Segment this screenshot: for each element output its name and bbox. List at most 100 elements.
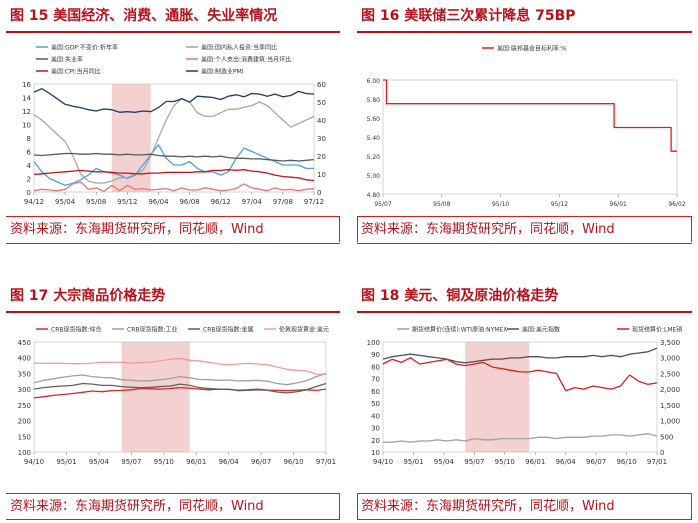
- series-line: [382, 357, 658, 392]
- x-tick-label: 95/01: [403, 458, 423, 466]
- x-tick-label: 95/10: [492, 201, 509, 208]
- panel-border-bottom: [6, 243, 340, 244]
- legend-label: 美国:联邦基金目标利率:%: [497, 45, 567, 53]
- y-tick-label: 40: [371, 412, 380, 420]
- y-tick-label: 8: [27, 135, 31, 143]
- title-rule: [6, 31, 340, 33]
- chart-title: 图 15 美国经济、消费、通胀、失业率情况: [10, 8, 278, 24]
- y-tick-label: 4: [27, 162, 32, 170]
- legend-label: CRB现货指数:金属: [203, 326, 254, 334]
- y-tick-label: 4.80: [367, 192, 381, 199]
- source-rule: [357, 493, 692, 494]
- y-tick-label: 100: [367, 339, 380, 347]
- x-tick-label: 95/04: [434, 458, 455, 466]
- y-tick-label: 5.60: [367, 116, 381, 123]
- x-tick-label: 96/07: [251, 458, 271, 466]
- x-tick-label: 96/07: [586, 458, 606, 466]
- panel-border-bottom: [6, 519, 340, 520]
- y-tick-label: 14: [22, 95, 31, 103]
- x-tick-label: 95/07: [464, 458, 484, 466]
- x-tick-label: 96/02: [668, 201, 685, 208]
- x-tick-label: 95/01: [56, 458, 76, 466]
- y-tick-label: 5.20: [367, 154, 381, 161]
- x-tick-label: 95/12: [117, 198, 137, 206]
- y2-tick-label: 3,500: [660, 339, 680, 347]
- x-tick-label: 96/04: [148, 198, 169, 206]
- x-tick-label: 94/10: [373, 458, 393, 466]
- y-tick-label: 50: [371, 400, 380, 408]
- source-note: 资料来源：东海期货研究所，同花顺，Wind: [361, 499, 615, 514]
- y-tick-label: 30: [371, 425, 380, 433]
- panel-border-left: [357, 216, 358, 242]
- x-tick-label: 97/01: [316, 458, 336, 466]
- plot-frame: [33, 83, 315, 193]
- legend-label: 现货结算价:LME铜: [632, 326, 682, 334]
- legend-label: 美国:个人支出:消费建筑:当月环比: [201, 56, 291, 64]
- title-rule: [357, 31, 692, 33]
- x-tick-label: 95/04: [89, 458, 110, 466]
- series-line: [33, 144, 314, 186]
- series-line: [33, 88, 315, 113]
- series-line: [33, 372, 327, 386]
- panel-border-right: [339, 216, 340, 242]
- panel-border-bottom: [357, 243, 692, 244]
- x-tick-label: 96/04: [556, 458, 577, 466]
- panel-fig15: 图 15 美国经济、消费、通胀、失业率情况 0 2 4 6 8 10 12 14 16 0 10 20…: [6, 4, 340, 244]
- series-line: [33, 181, 315, 192]
- y-tick-label: 5.80: [367, 97, 381, 104]
- x-tick-label: 97/12: [304, 198, 324, 206]
- y-tick-label: 300: [18, 386, 31, 394]
- y-tick-label: 70: [371, 376, 380, 384]
- y2-tick-label: 1,500: [660, 402, 680, 410]
- y-tick-label: 6.00: [367, 78, 381, 85]
- x-tick-label: 96/01: [186, 458, 206, 466]
- x-tick-label: 95/08: [86, 198, 106, 206]
- panel-border-right: [691, 493, 692, 519]
- x-tick-label: 96/04: [219, 458, 240, 466]
- y-tick-label: 250: [18, 402, 31, 410]
- plot-frame: [382, 79, 678, 195]
- plot-frame: [382, 341, 658, 453]
- source-note: 资料来源：东海期货研究所，同花顺，Wind: [361, 222, 615, 237]
- y-tick-label: 16: [22, 81, 31, 89]
- chart-fig15: 0 2 4 6 8 10 12 14 16 0 10 20 30 40 50 60 94/12 95/04 95/0…: [22, 44, 326, 207]
- source-rule: [6, 493, 340, 494]
- y2-tick-label: 0: [660, 449, 664, 457]
- series-line: [33, 152, 315, 162]
- panel-border-right: [339, 493, 340, 519]
- chart-title: 图 17 大宗商品价格走势: [10, 288, 166, 304]
- x-tick-label: 97/01: [647, 458, 667, 466]
- legend-label: 美国:美元指数: [522, 326, 560, 334]
- x-tick-label: 96/12: [211, 198, 231, 206]
- y-tick-label: 12: [22, 108, 31, 116]
- legend-label: 期货结算价(连续):WTI原油:NYMEX: [412, 326, 507, 334]
- plot-frame: [33, 341, 327, 453]
- source-note: 资料来源：东海期货研究所，同花顺，Wind: [10, 499, 264, 514]
- chart-title: 图 16 美联储三次累计降息 75BP: [361, 8, 576, 24]
- y-tick-label: 400: [18, 355, 31, 363]
- panel-border-left: [357, 493, 358, 519]
- x-tick-label: 94/10: [24, 458, 44, 466]
- y2-tick-label: 1,000: [660, 418, 680, 426]
- y-tick-label: 60: [371, 388, 380, 396]
- panel-fig17: 图 17 大宗商品价格走势 100 150 200 250 300 350 400 450 94…: [6, 284, 340, 520]
- source-rule: [357, 216, 692, 217]
- y2-tick-label: 30: [317, 135, 326, 143]
- legend-label: CRB现货指数:工业: [127, 326, 178, 334]
- x-tick-label: 95/08: [433, 201, 450, 208]
- legend-label: 美国:GDP:不变价:折年率: [51, 44, 118, 52]
- series-line: [33, 169, 315, 182]
- x-tick-label: 95/10: [154, 458, 174, 466]
- y-tick-label: 80: [371, 363, 380, 371]
- series-line: [33, 386, 327, 399]
- y-tick-label: 0: [27, 189, 31, 197]
- y2-tick-label: 3,000: [660, 355, 680, 363]
- series-line: [382, 347, 658, 364]
- panel-fig16: 图 16 美联储三次累计降息 75BP 4.80 5.00 5.20 5.40 5.60…: [357, 4, 692, 244]
- x-tick-label: 95/07: [374, 201, 391, 208]
- y2-tick-label: 10: [317, 171, 326, 179]
- source-note: 资料来源：东海期货研究所，同花顺，Wind: [10, 222, 264, 237]
- series-line: [383, 79, 677, 152]
- x-tick-label: 97/08: [273, 198, 293, 206]
- y-tick-label: 100: [18, 449, 31, 457]
